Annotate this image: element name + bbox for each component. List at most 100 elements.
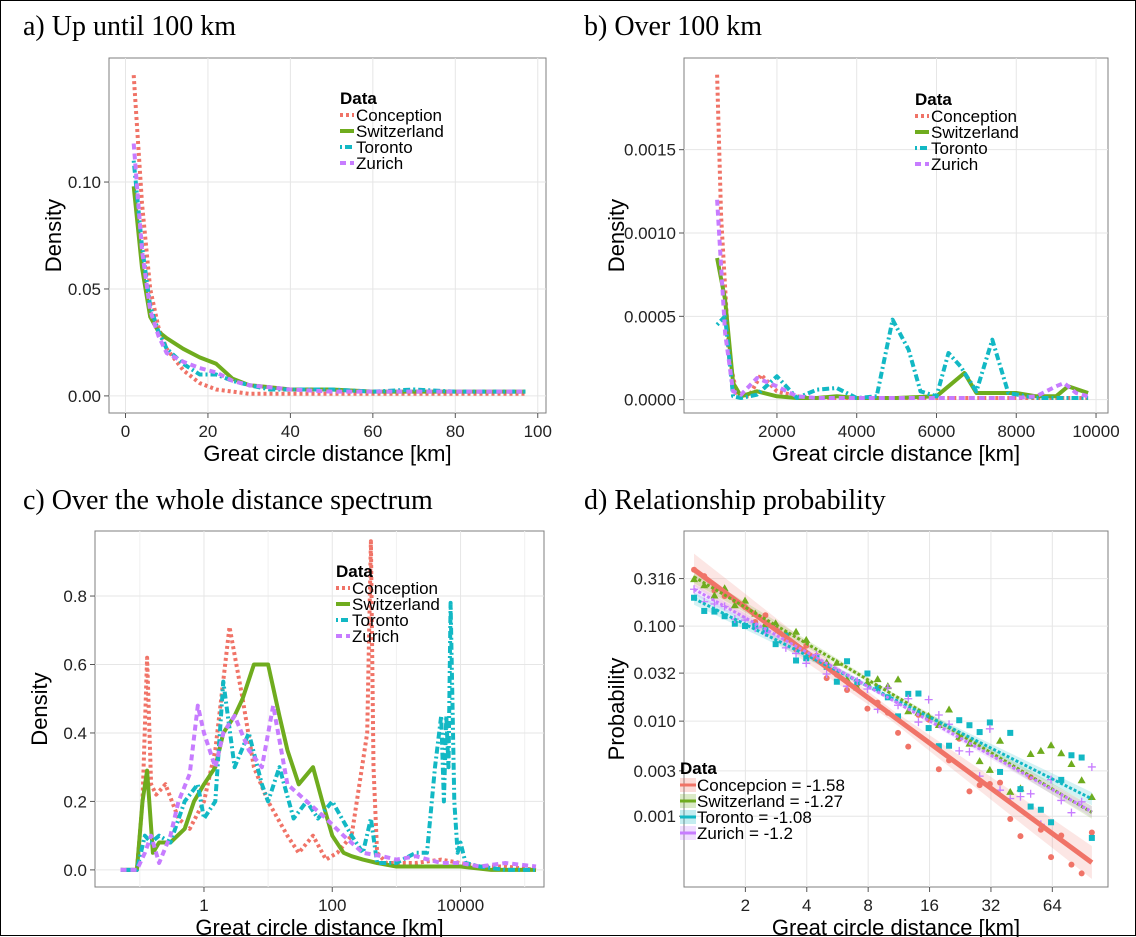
panel-d-point-toronto [742, 623, 749, 630]
panel-d-xtick-label: 16 [920, 896, 939, 915]
panel-c-legend-label: Switzerland [352, 595, 440, 614]
panel-d-point-switzerland [730, 601, 739, 609]
panel-a-ylabel: Density [41, 199, 66, 272]
panel-d-point-conception [895, 729, 902, 736]
panel-a-xtick-label: 80 [446, 422, 465, 441]
panel-d-point-conception [1048, 854, 1055, 861]
panel-d-point-zurich [965, 747, 974, 756]
panel-b-ytick-label: 0.0015 [624, 141, 676, 160]
panel-d-point-toronto [803, 655, 810, 662]
panel-d-xtick-label: 64 [1043, 896, 1062, 915]
panel-c-title: c) Over the whole distance spectrum [23, 485, 433, 516]
panel-d-point-switzerland [1026, 749, 1035, 757]
panel-d-point-toronto [997, 768, 1004, 775]
panel-d-point-toronto [691, 594, 698, 601]
panel-d-point-zurich [924, 695, 933, 704]
panel-d-ytick-label: 0.010 [633, 712, 676, 731]
panel-b-legend-label: Switzerland [931, 123, 1019, 142]
panel-d-point-zurich [1016, 792, 1025, 801]
panel-b-ylabel: Density [604, 199, 629, 272]
panel-d-ytick-label: 0.032 [633, 664, 676, 683]
panel-a-legend-label: Switzerland [356, 122, 444, 141]
panel-d-point-zurich [904, 694, 913, 703]
panel-d-point-toronto [772, 641, 779, 648]
panel-c-ytick-label: 0.2 [63, 792, 87, 811]
panel-d-ytick-label: 0.316 [633, 570, 676, 589]
panel-c-xtick-label: 1 [199, 896, 208, 915]
panel-a-series-line-conception [131, 74, 526, 396]
panel-c-xtick-label: 10000 [437, 896, 484, 915]
panel-a-xtick-label: 0 [121, 422, 130, 441]
panel-a-xtick-label: 20 [198, 422, 217, 441]
panel-d-point-switzerland [710, 591, 719, 599]
panel-a-xtick-label: 60 [363, 422, 382, 441]
panel-d-point-switzerland [894, 675, 903, 683]
panel-d-point-conception [1007, 815, 1014, 822]
panel-d-point-conception [966, 788, 973, 795]
panel-d-point-toronto [833, 678, 840, 685]
panel-d-point-switzerland [996, 736, 1005, 744]
panel-d-point-toronto [986, 719, 993, 726]
panel-d-point-toronto [905, 690, 912, 697]
panel-c-xlabel: Great circle distance [km] [195, 915, 443, 937]
panel-d-point-toronto [966, 722, 973, 729]
panel-b-ytick-label: 0.0010 [624, 224, 676, 243]
panel-d-point-toronto [895, 713, 902, 720]
panel-a-xtick-label: 100 [524, 422, 552, 441]
panel-d-point-toronto [844, 658, 851, 665]
panel-d-point-zurich [710, 599, 719, 608]
panel-d-point-switzerland [1006, 787, 1015, 795]
panel-c-ytick-label: 0.6 [63, 656, 87, 675]
panel-d-fit-line-zurich [693, 587, 1093, 814]
panel-d-legend-label: Switzerland = -1.27 [697, 792, 843, 811]
panel-d-point-toronto [1037, 806, 1044, 813]
panel-b-xtick-label: 10000 [1072, 422, 1119, 441]
panel-c-legend-label: Zurich [352, 627, 399, 646]
panel-d-point-zurich [1087, 762, 1096, 771]
panel-d-point-zurich [792, 649, 801, 658]
panel-d-point-switzerland [975, 757, 984, 765]
panel-d-point-zurich [985, 724, 994, 733]
panel-b-legend-label: Toronto [931, 139, 988, 158]
panel-d-point-conception [864, 705, 871, 712]
panel-a-plot-area [108, 57, 547, 414]
panel-d-point-switzerland [1057, 749, 1066, 757]
panel-a-legend-label: Zurich [356, 154, 403, 173]
panel-d-point-conception [1088, 829, 1095, 836]
panel-a-xtick-label: 40 [281, 422, 300, 441]
panel-d-ylabel: Probability [604, 658, 629, 761]
panel-d-point-zurich [914, 718, 923, 727]
panel-d-point-toronto [925, 725, 932, 732]
panel-d-point-switzerland [985, 765, 994, 773]
panel-d-point-zurich [883, 683, 892, 692]
panel-d-legend-label: Toronto = -1.08 [697, 808, 812, 827]
panel-c-series-line-switzerland [120, 662, 536, 872]
panel-b-plot-area [683, 57, 1109, 414]
panel-d-point-conception [1068, 861, 1075, 868]
panel-d-point-zurich [1026, 789, 1035, 798]
panel-c-ytick-label: 0.8 [63, 587, 87, 606]
panel-d-point-toronto [1088, 834, 1095, 841]
panel-c-ylabel: Density [27, 672, 52, 745]
panel-b-xtick-label: 6000 [918, 422, 956, 441]
panel-d-point-switzerland [700, 581, 709, 589]
panel-d-point-conception [1078, 870, 1085, 877]
panel-d-point-switzerland [1067, 760, 1076, 768]
panel-d-point-toronto [1048, 819, 1055, 826]
panel-d-point-zurich [1067, 808, 1076, 817]
panel-c-ytick-label: 0.0 [63, 861, 87, 880]
panel-a-series-line-zurich [131, 143, 526, 394]
panel-d-xtick-label: 8 [863, 896, 872, 915]
panel-b-xtick-label: 2000 [758, 422, 796, 441]
panel-b-series-line-zurich [715, 199, 1089, 400]
panel-d-xtick-label: 4 [802, 896, 811, 915]
panel-d-point-toronto [935, 743, 942, 750]
panel-d-ytick-label: 0.100 [633, 617, 676, 636]
panel-d-xlabel: Great circle distance [km] [772, 915, 1020, 937]
panel-c-ytick-label: 0.4 [63, 724, 87, 743]
panel-d-point-toronto [1078, 754, 1085, 761]
panel-d-point-toronto [956, 717, 963, 724]
panel-b-ytick-label: 0.0000 [624, 391, 676, 410]
panel-b-legend-label: Zurich [931, 155, 978, 174]
